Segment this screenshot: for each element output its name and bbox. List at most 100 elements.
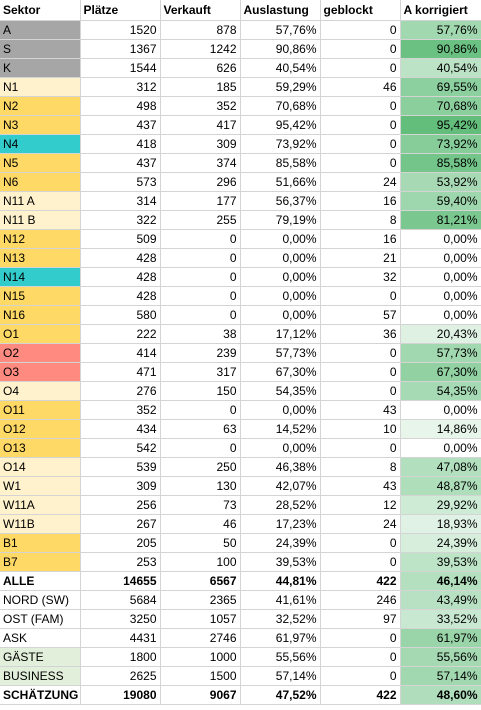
cell-verkauft[interactable]: 626 <box>160 58 241 78</box>
cell-plaetze[interactable]: 498 <box>80 96 161 116</box>
cell-auslastung[interactable]: 0,00% <box>240 400 321 420</box>
cell-plaetze[interactable]: 539 <box>80 457 161 477</box>
cell-sektor[interactable]: GÄSTE <box>0 647 81 667</box>
cell-plaetze[interactable]: 19080 <box>80 685 161 705</box>
cell-auslastung[interactable]: 59,29% <box>240 77 321 97</box>
cell-geblockt[interactable]: 0 <box>320 438 401 458</box>
cell-plaetze[interactable]: 1367 <box>80 39 161 59</box>
cell-plaetze[interactable]: 1520 <box>80 20 161 40</box>
cell-verkauft[interactable]: 73 <box>160 495 241 515</box>
cell-a-korrigiert[interactable]: 59,40% <box>400 191 481 211</box>
cell-verkauft[interactable]: 417 <box>160 115 241 135</box>
cell-plaetze[interactable]: 3250 <box>80 609 161 629</box>
cell-sektor[interactable]: O12 <box>0 419 81 439</box>
cell-verkauft[interactable]: 0 <box>160 248 241 268</box>
cell-geblockt[interactable]: 16 <box>320 229 401 249</box>
header-verkauft[interactable]: Verkauft <box>160 0 241 21</box>
cell-sektor[interactable]: O2 <box>0 343 81 363</box>
cell-geblockt[interactable]: 0 <box>320 134 401 154</box>
cell-verkauft[interactable]: 6567 <box>160 571 241 591</box>
cell-plaetze[interactable]: 253 <box>80 552 161 572</box>
cell-plaetze[interactable]: 352 <box>80 400 161 420</box>
cell-geblockt[interactable]: 0 <box>320 647 401 667</box>
cell-sektor[interactable]: N16 <box>0 305 81 325</box>
cell-auslastung[interactable]: 0,00% <box>240 286 321 306</box>
cell-geblockt[interactable]: 8 <box>320 210 401 230</box>
cell-auslastung[interactable]: 57,14% <box>240 666 321 686</box>
cell-geblockt[interactable]: 0 <box>320 628 401 648</box>
cell-geblockt[interactable]: 0 <box>320 153 401 173</box>
cell-plaetze[interactable]: 276 <box>80 381 161 401</box>
cell-a-korrigiert[interactable]: 33,52% <box>400 609 481 629</box>
cell-auslastung[interactable]: 46,38% <box>240 457 321 477</box>
cell-a-korrigiert[interactable]: 0,00% <box>400 438 481 458</box>
cell-auslastung[interactable]: 95,42% <box>240 115 321 135</box>
cell-auslastung[interactable]: 41,61% <box>240 590 321 610</box>
cell-geblockt[interactable]: 24 <box>320 172 401 192</box>
cell-auslastung[interactable]: 17,12% <box>240 324 321 344</box>
cell-auslastung[interactable]: 17,23% <box>240 514 321 534</box>
cell-auslastung[interactable]: 67,30% <box>240 362 321 382</box>
cell-a-korrigiert[interactable]: 0,00% <box>400 267 481 287</box>
cell-auslastung[interactable]: 61,97% <box>240 628 321 648</box>
cell-verkauft[interactable]: 2746 <box>160 628 241 648</box>
cell-auslastung[interactable]: 0,00% <box>240 229 321 249</box>
cell-geblockt[interactable]: 246 <box>320 590 401 610</box>
cell-geblockt[interactable]: 46 <box>320 77 401 97</box>
cell-a-korrigiert[interactable]: 67,30% <box>400 362 481 382</box>
cell-geblockt[interactable]: 0 <box>320 115 401 135</box>
cell-sektor[interactable]: B1 <box>0 533 81 553</box>
cell-geblockt[interactable]: 0 <box>320 286 401 306</box>
cell-plaetze[interactable]: 437 <box>80 115 161 135</box>
cell-a-korrigiert[interactable]: 54,35% <box>400 381 481 401</box>
cell-a-korrigiert[interactable]: 0,00% <box>400 400 481 420</box>
cell-verkauft[interactable]: 0 <box>160 305 241 325</box>
cell-plaetze[interactable]: 222 <box>80 324 161 344</box>
cell-plaetze[interactable]: 573 <box>80 172 161 192</box>
cell-sektor[interactable]: W11B <box>0 514 81 534</box>
cell-geblockt[interactable]: 0 <box>320 39 401 59</box>
cell-verkauft[interactable]: 1000 <box>160 647 241 667</box>
cell-geblockt[interactable]: 422 <box>320 571 401 591</box>
cell-a-korrigiert[interactable]: 0,00% <box>400 248 481 268</box>
cell-plaetze[interactable]: 542 <box>80 438 161 458</box>
cell-verkauft[interactable]: 1242 <box>160 39 241 59</box>
cell-verkauft[interactable]: 2365 <box>160 590 241 610</box>
cell-plaetze[interactable]: 428 <box>80 267 161 287</box>
cell-a-korrigiert[interactable]: 40,54% <box>400 58 481 78</box>
cell-sektor[interactable]: N13 <box>0 248 81 268</box>
cell-auslastung[interactable]: 57,73% <box>240 343 321 363</box>
cell-geblockt[interactable]: 0 <box>320 343 401 363</box>
cell-a-korrigiert[interactable]: 73,92% <box>400 134 481 154</box>
cell-sektor[interactable]: N14 <box>0 267 81 287</box>
cell-sektor[interactable]: O13 <box>0 438 81 458</box>
cell-a-korrigiert[interactable]: 47,08% <box>400 457 481 477</box>
header-plaetze[interactable]: Plätze <box>80 0 161 21</box>
cell-geblockt[interactable]: 97 <box>320 609 401 629</box>
cell-sektor[interactable]: W1 <box>0 476 81 496</box>
cell-sektor[interactable]: N3 <box>0 115 81 135</box>
cell-plaetze[interactable]: 428 <box>80 286 161 306</box>
cell-sektor[interactable]: K <box>0 58 81 78</box>
cell-auslastung[interactable]: 79,19% <box>240 210 321 230</box>
cell-plaetze[interactable]: 312 <box>80 77 161 97</box>
cell-a-korrigiert[interactable]: 39,53% <box>400 552 481 572</box>
cell-verkauft[interactable]: 0 <box>160 286 241 306</box>
cell-auslastung[interactable]: 44,81% <box>240 571 321 591</box>
cell-verkauft[interactable]: 296 <box>160 172 241 192</box>
cell-auslastung[interactable]: 54,35% <box>240 381 321 401</box>
cell-verkauft[interactable]: 0 <box>160 438 241 458</box>
cell-verkauft[interactable]: 309 <box>160 134 241 154</box>
cell-sektor[interactable]: N5 <box>0 153 81 173</box>
cell-verkauft[interactable]: 352 <box>160 96 241 116</box>
cell-auslastung[interactable]: 90,86% <box>240 39 321 59</box>
cell-geblockt[interactable]: 12 <box>320 495 401 515</box>
cell-a-korrigiert[interactable]: 0,00% <box>400 305 481 325</box>
cell-sektor[interactable]: O4 <box>0 381 81 401</box>
cell-a-korrigiert[interactable]: 46,14% <box>400 571 481 591</box>
cell-geblockt[interactable]: 21 <box>320 248 401 268</box>
cell-sektor[interactable]: ASK <box>0 628 81 648</box>
cell-a-korrigiert[interactable]: 20,43% <box>400 324 481 344</box>
cell-plaetze[interactable]: 509 <box>80 229 161 249</box>
cell-verkauft[interactable]: 878 <box>160 20 241 40</box>
